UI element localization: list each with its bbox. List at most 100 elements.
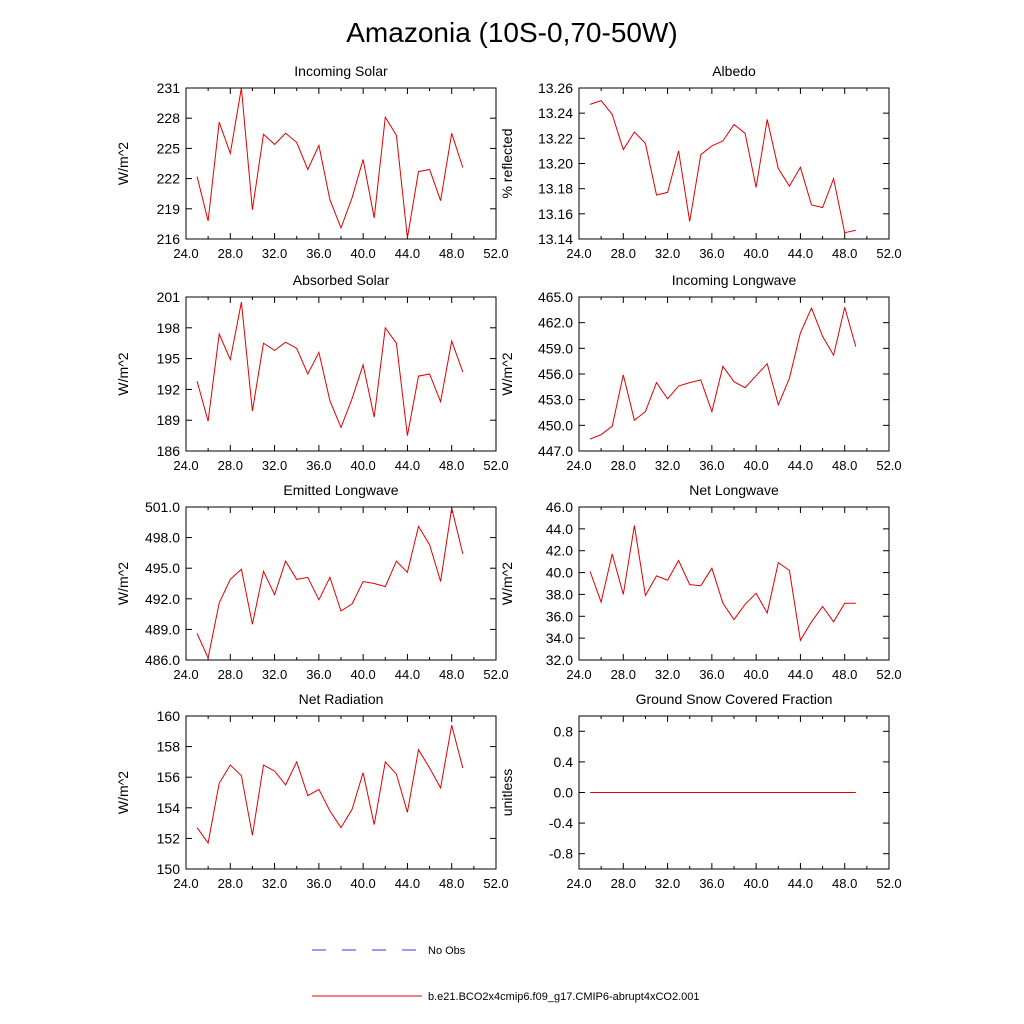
albedo-xtick-label: 40.0 bbox=[743, 246, 768, 261]
incoming-longwave-xtick-label: 36.0 bbox=[699, 458, 724, 473]
albedo-data-point bbox=[855, 229, 857, 231]
incoming-longwave-data-point bbox=[777, 404, 779, 406]
emitted-longwave-data-point bbox=[273, 594, 275, 596]
net-radiation-data-point bbox=[428, 767, 430, 769]
absorbed-solar-data-point bbox=[329, 399, 331, 401]
emitted-longwave-data-point bbox=[384, 585, 386, 587]
incoming-longwave-data-point bbox=[722, 365, 724, 367]
emitted-longwave-xtick-label: 52.0 bbox=[483, 667, 508, 682]
absorbed-solar-xtick-label: 40.0 bbox=[350, 458, 375, 473]
net-longwave-data-point bbox=[677, 559, 679, 561]
absorbed-solar-panel: Absorbed Solar W/m^2 24.0 28.0 32.0 36.0 40.0 4… bbox=[115, 272, 509, 473]
net-longwave-data-point bbox=[666, 579, 668, 581]
ground-snow-covered-fraction-data-point bbox=[589, 791, 591, 793]
net-longwave-panel: Net Longwave W/m^2 24.0 28.0 32.0 36.0 40.0 44.… bbox=[499, 482, 902, 682]
absorbed-solar-xtick-label: 28.0 bbox=[218, 458, 243, 473]
net-longwave-ytick-label: 36.0 bbox=[546, 608, 573, 624]
absorbed-solar-data-point bbox=[340, 426, 342, 428]
net-longwave-data-point bbox=[788, 569, 790, 571]
albedo-data-point bbox=[677, 150, 679, 152]
incoming-longwave-ytick-label: 453.0 bbox=[538, 392, 573, 408]
albedo-xtick-label: 36.0 bbox=[699, 246, 724, 261]
incoming-solar-data-point bbox=[451, 132, 453, 134]
ground-snow-covered-fraction-data-point bbox=[633, 791, 635, 793]
incoming-longwave-ytick-label: 465.0 bbox=[538, 289, 573, 305]
legend-obs-label: No Obs bbox=[428, 945, 466, 957]
absorbed-solar-data-point bbox=[284, 341, 286, 343]
incoming-solar-data-point bbox=[262, 133, 264, 135]
net-radiation-data-point bbox=[262, 764, 264, 766]
net-longwave-xtick-label: 48.0 bbox=[832, 667, 857, 682]
emitted-longwave-ytick-label: 492.0 bbox=[145, 591, 180, 607]
albedo-xtick-label: 44.0 bbox=[788, 246, 813, 261]
incoming-solar-series-line bbox=[196, 87, 464, 239]
net-radiation-xtick-label: 24.0 bbox=[173, 876, 198, 891]
ground-snow-covered-fraction-ytick-label: 0.0 bbox=[554, 785, 574, 801]
incoming-solar-data-point bbox=[362, 158, 364, 160]
emitted-longwave-plot-frame bbox=[185, 506, 497, 661]
net-longwave-data-point bbox=[744, 603, 746, 605]
emitted-longwave-ytick-label: 495.0 bbox=[145, 560, 180, 576]
net-radiation-xtick-label: 36.0 bbox=[306, 876, 331, 891]
ground-snow-covered-fraction-data-point bbox=[766, 791, 768, 793]
incoming-longwave-data-point bbox=[844, 306, 846, 308]
absorbed-solar-data-point bbox=[351, 397, 353, 399]
ground-snow-covered-fraction-xtick-label: 40.0 bbox=[743, 876, 768, 891]
net-longwave-ytick-label: 38.0 bbox=[546, 586, 573, 602]
incoming-solar-data-point bbox=[406, 237, 408, 239]
ground-snow-covered-fraction-ytick-label: -0.4 bbox=[549, 815, 573, 831]
albedo-ytick-label: 13.20 bbox=[538, 156, 573, 172]
net-radiation-xtick-label: 40.0 bbox=[350, 876, 375, 891]
emitted-longwave-data-point bbox=[417, 525, 419, 527]
ground-snow-covered-fraction-data-point bbox=[844, 791, 846, 793]
albedo-xtick-label: 32.0 bbox=[655, 246, 680, 261]
ground-snow-covered-fraction-xtick-label: 48.0 bbox=[832, 876, 857, 891]
incoming-solar-data-point bbox=[229, 152, 231, 154]
net-radiation-xtick-label: 32.0 bbox=[262, 876, 287, 891]
albedo-ytick-label: 13.26 bbox=[538, 80, 573, 96]
ground-snow-covered-fraction-panel: Ground Snow Covered Fraction unitless 24.0… bbox=[499, 691, 902, 891]
absorbed-solar-data-point bbox=[307, 373, 309, 375]
incoming-solar-data-point bbox=[284, 132, 286, 134]
ground-snow-covered-fraction-data-point bbox=[777, 791, 779, 793]
absorbed-solar-data-point bbox=[251, 410, 253, 412]
incoming-solar-data-point bbox=[428, 168, 430, 170]
net-radiation-xtick-label: 44.0 bbox=[395, 876, 420, 891]
ground-snow-covered-fraction-data-point bbox=[600, 791, 602, 793]
albedo-data-point bbox=[810, 204, 812, 206]
net-radiation-data-point bbox=[395, 773, 397, 775]
net-radiation-xtick-label: 48.0 bbox=[439, 876, 464, 891]
emitted-longwave-xtick-label: 32.0 bbox=[262, 667, 287, 682]
absorbed-solar-ytick-label: 192 bbox=[157, 381, 181, 397]
net-longwave-ytick-label: 34.0 bbox=[546, 630, 573, 646]
net-radiation-ytick-label: 156 bbox=[157, 769, 181, 785]
incoming-longwave-data-point bbox=[633, 419, 635, 421]
absorbed-solar-data-point bbox=[462, 371, 464, 373]
emitted-longwave-data-point bbox=[340, 610, 342, 612]
incoming-solar-data-point bbox=[218, 121, 220, 123]
incoming-longwave-data-point bbox=[788, 377, 790, 379]
incoming-solar-xtick-label: 52.0 bbox=[483, 246, 508, 261]
absorbed-solar-data-point bbox=[451, 340, 453, 342]
emitted-longwave-data-point bbox=[229, 578, 231, 580]
albedo-data-point bbox=[777, 167, 779, 169]
net-radiation-title: Net Radiation bbox=[299, 691, 384, 707]
absorbed-solar-series-line bbox=[196, 302, 464, 436]
net-radiation-data-point bbox=[439, 787, 441, 789]
net-longwave-data-point bbox=[611, 553, 613, 555]
ground-snow-covered-fraction-xtick-label: 32.0 bbox=[655, 876, 680, 891]
absorbed-solar-xtick-label: 36.0 bbox=[306, 458, 331, 473]
net-radiation-data-point bbox=[251, 834, 253, 836]
incoming-longwave-data-point bbox=[611, 425, 613, 427]
net-longwave-data-point bbox=[777, 562, 779, 564]
albedo-data-point bbox=[689, 220, 691, 222]
albedo-data-point bbox=[722, 140, 724, 142]
net-longwave-data-point bbox=[810, 621, 812, 623]
emitted-longwave-xtick-label: 28.0 bbox=[218, 667, 243, 682]
incoming-longwave-data-point bbox=[655, 381, 657, 383]
absorbed-solar-data-point bbox=[439, 401, 441, 403]
emitted-longwave-data-point bbox=[373, 582, 375, 584]
absorbed-solar-data-point bbox=[196, 380, 198, 382]
incoming-longwave-title: Incoming Longwave bbox=[672, 272, 797, 288]
albedo-data-point bbox=[788, 185, 790, 187]
